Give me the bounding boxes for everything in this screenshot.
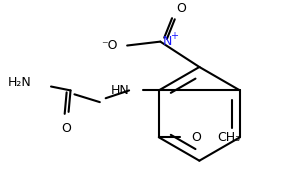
Text: CH₃: CH₃ bbox=[217, 131, 241, 144]
Text: N: N bbox=[162, 35, 172, 48]
Text: +: + bbox=[170, 31, 178, 41]
Text: O: O bbox=[191, 131, 201, 144]
Text: HN: HN bbox=[110, 84, 129, 97]
Text: H₂N: H₂N bbox=[8, 76, 31, 89]
Text: ⁻O: ⁻O bbox=[101, 39, 117, 52]
Text: O: O bbox=[62, 122, 72, 135]
Text: O: O bbox=[176, 2, 186, 15]
